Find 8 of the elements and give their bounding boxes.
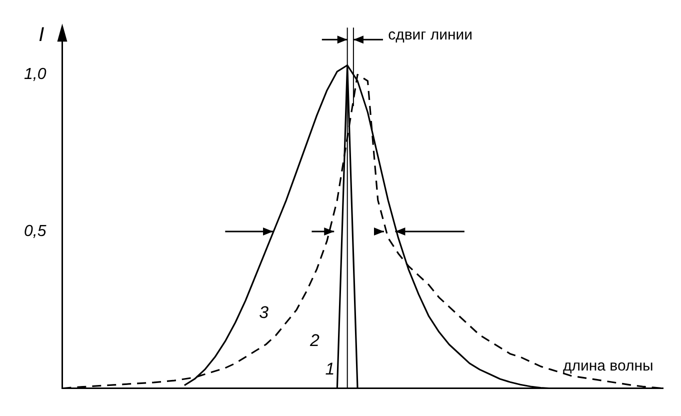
series-label: 1 xyxy=(325,359,335,378)
series-label: 2 xyxy=(309,331,320,350)
y-tick-label: 0,5 xyxy=(24,222,46,240)
y-tick-label: 1,0 xyxy=(24,66,46,84)
series-label: 3 xyxy=(259,302,270,322)
y-axis-title: I xyxy=(38,24,45,46)
annotation: сдвиг линии xyxy=(388,26,472,44)
annotation: длина волны xyxy=(563,358,654,375)
